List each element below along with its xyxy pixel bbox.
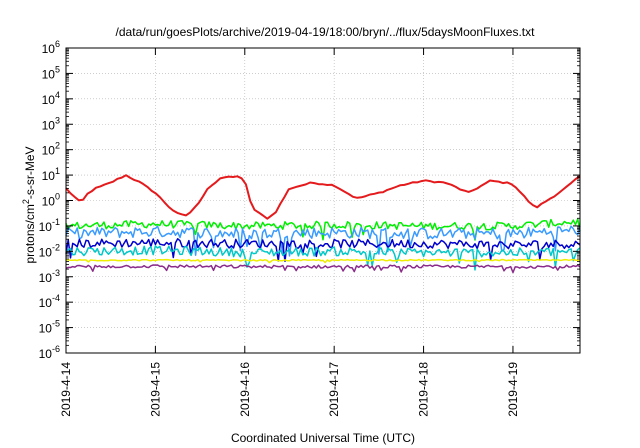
series-line-1 (65, 174, 581, 220)
y-tick-base: 10 (42, 118, 56, 132)
y-tick-exponent: 1 (55, 166, 60, 176)
series-line-5 (65, 245, 581, 271)
x-tick-label: 2019-4-17 (327, 362, 341, 417)
y-axis-label-units: -s-sr-MeV (23, 146, 37, 199)
x-tick-label: 2019-4-14 (59, 362, 73, 417)
y-tick-label: 105 (42, 64, 60, 81)
y-tick-base: 10 (42, 42, 56, 56)
y-tick-label: 102 (42, 141, 60, 158)
x-tick-label: 2019-4-18 (417, 362, 431, 417)
axes: 10610510410310210110010-110-210-310-410-… (39, 39, 580, 417)
y-tick-exponent: 4 (55, 90, 60, 100)
plot-frame (65, 47, 581, 354)
y-tick-base: 10 (42, 195, 56, 209)
y-tick-label: 101 (42, 166, 60, 183)
x-tick-label: 2019-4-19 (506, 362, 520, 417)
y-tick-label: 10-2 (39, 242, 60, 259)
y-tick-exponent: -6 (52, 344, 60, 354)
y-tick-exponent: -1 (52, 217, 60, 227)
y-tick-base: 10 (42, 93, 56, 107)
series-line-4 (65, 238, 581, 263)
y-tick-exponent: 2 (55, 141, 60, 151)
y-axis-label-main: protons/cm (23, 204, 37, 263)
y-tick-exponent: -5 (52, 319, 60, 329)
y-tick-label: 103 (42, 115, 60, 132)
x-tick-label: 2019-4-15 (148, 362, 162, 417)
x-axis-label: Coordinated Universal Time (UTC) (231, 431, 415, 445)
y-axis-label: protons/cm2-s-sr-MeV (21, 146, 37, 263)
series-layer (65, 174, 581, 274)
y-tick-base: 10 (42, 67, 56, 81)
y-tick-exponent: -4 (52, 293, 60, 303)
y-tick-base: 10 (42, 169, 56, 183)
series-line-3 (65, 225, 581, 257)
y-tick-base: 10 (39, 347, 53, 361)
y-tick-base: 10 (39, 296, 53, 310)
y-tick-label: 10-6 (39, 344, 60, 361)
grid (65, 47, 580, 354)
y-tick-base: 10 (39, 271, 53, 285)
series-line-2 (65, 218, 581, 241)
y-tick-label: 10-4 (39, 293, 60, 310)
y-tick-base: 10 (42, 144, 56, 158)
y-tick-base: 10 (39, 220, 53, 234)
y-tick-exponent: 0 (55, 192, 60, 202)
y-tick-label: 104 (42, 90, 60, 107)
y-tick-base: 10 (39, 322, 53, 336)
y-axis-label-exponent: 2 (21, 199, 31, 204)
y-tick-label: 10-3 (39, 268, 60, 285)
y-tick-label: 10-5 (39, 319, 60, 336)
y-tick-label: 100 (42, 192, 60, 209)
series-line-7 (65, 264, 581, 274)
y-tick-exponent: -2 (52, 242, 60, 252)
y-tick-exponent: 5 (55, 64, 60, 74)
chart-title: /data/run/goesPlots/archive/2019-04-19/1… (116, 25, 536, 39)
y-tick-exponent: -3 (52, 268, 60, 278)
y-tick-label: 106 (42, 39, 60, 56)
x-tick-label: 2019-4-16 (238, 362, 252, 417)
y-tick-base: 10 (39, 245, 53, 259)
series-line-6 (66, 258, 581, 264)
y-tick-label: 10-1 (39, 217, 60, 234)
y-tick-exponent: 3 (55, 115, 60, 125)
y-tick-exponent: 6 (55, 39, 60, 49)
